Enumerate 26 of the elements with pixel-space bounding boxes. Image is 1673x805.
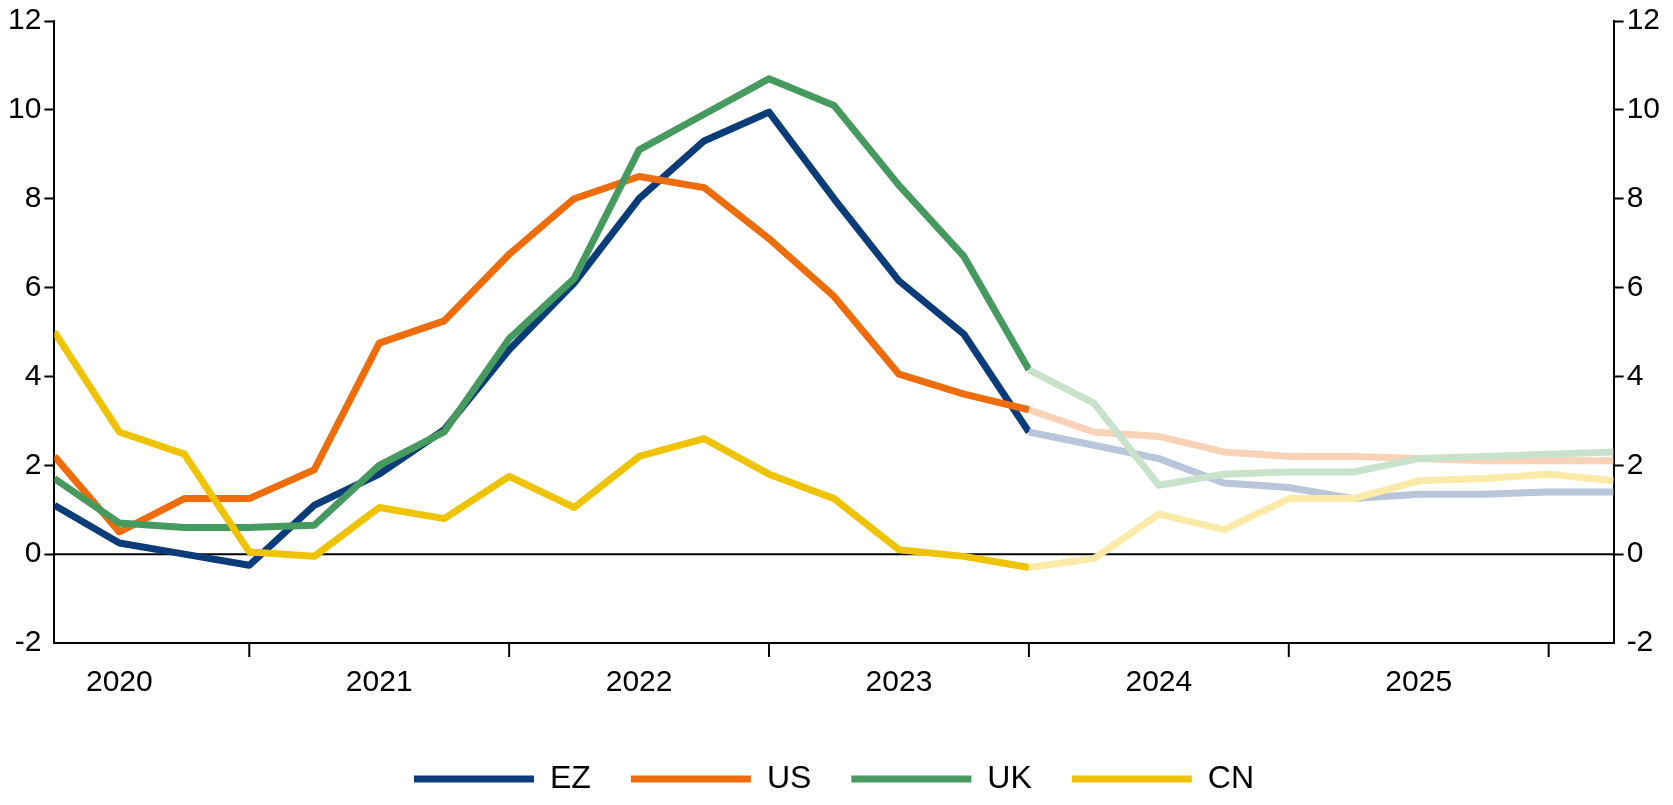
x-tick-label: 2025 xyxy=(1385,664,1453,698)
y2-tick-label: 8 xyxy=(1626,179,1644,213)
y2-tick-label: 4 xyxy=(1626,357,1644,391)
y-tick-label: 10 xyxy=(7,91,42,125)
y2-tick-label: 2 xyxy=(1626,446,1644,480)
y2-tick-label: 0 xyxy=(1626,535,1644,569)
legend-label: CN xyxy=(1207,758,1255,795)
y2-tick-label: 6 xyxy=(1626,268,1644,302)
y-tick-label: 8 xyxy=(24,179,42,213)
legend-label: US xyxy=(766,758,812,795)
x-tick-label: 2021 xyxy=(345,664,413,698)
x-tick-label: 2020 xyxy=(85,664,153,698)
y-tick-label: 0 xyxy=(24,535,42,569)
x-tick-label: 2023 xyxy=(865,664,933,698)
y-tick-label: 2 xyxy=(24,446,42,480)
y-tick-label: 4 xyxy=(24,357,42,391)
x-tick-label: 2024 xyxy=(1125,664,1193,698)
y2-tick-label: 10 xyxy=(1626,91,1661,125)
y2-tick-label: -2 xyxy=(1626,624,1654,658)
y-tick-label: -2 xyxy=(14,624,42,658)
x-tick-label: 2022 xyxy=(605,664,673,698)
legend-label: EZ xyxy=(549,758,591,795)
y-tick-label: 6 xyxy=(24,268,42,302)
y2-tick-label: 12 xyxy=(1626,2,1661,36)
legend-label: UK xyxy=(987,758,1032,795)
y-tick-label: 12 xyxy=(7,2,42,36)
